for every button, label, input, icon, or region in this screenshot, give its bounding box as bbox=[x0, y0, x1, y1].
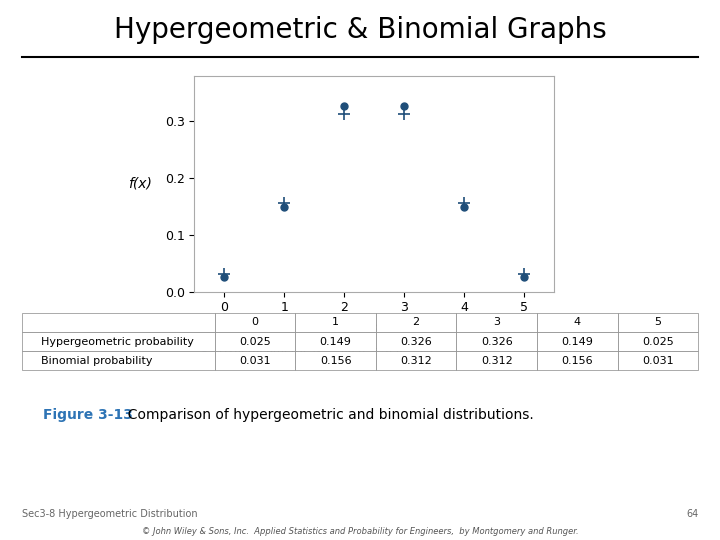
Legend: Hypergeometric N = 50, n = 5, K = 25, Binomial n = 5, p = 0.5: Hypergeometric N = 50, n = 5, K = 25, Bi… bbox=[193, 345, 434, 370]
Text: Figure 3-13: Figure 3-13 bbox=[43, 408, 133, 422]
Text: 64: 64 bbox=[686, 509, 698, 519]
Text: © John Wiley & Sons, Inc.  Applied Statistics and Probability for Engineers,  by: © John Wiley & Sons, Inc. Applied Statis… bbox=[142, 526, 578, 536]
X-axis label: x: x bbox=[370, 320, 379, 334]
Text: Sec3-8 Hypergeometric Distribution: Sec3-8 Hypergeometric Distribution bbox=[22, 509, 197, 519]
Y-axis label: f(x): f(x) bbox=[127, 177, 152, 191]
Text: Hypergeometric & Binomial Graphs: Hypergeometric & Binomial Graphs bbox=[114, 16, 606, 44]
Text: Comparison of hypergeometric and binomial distributions.: Comparison of hypergeometric and binomia… bbox=[119, 408, 534, 422]
